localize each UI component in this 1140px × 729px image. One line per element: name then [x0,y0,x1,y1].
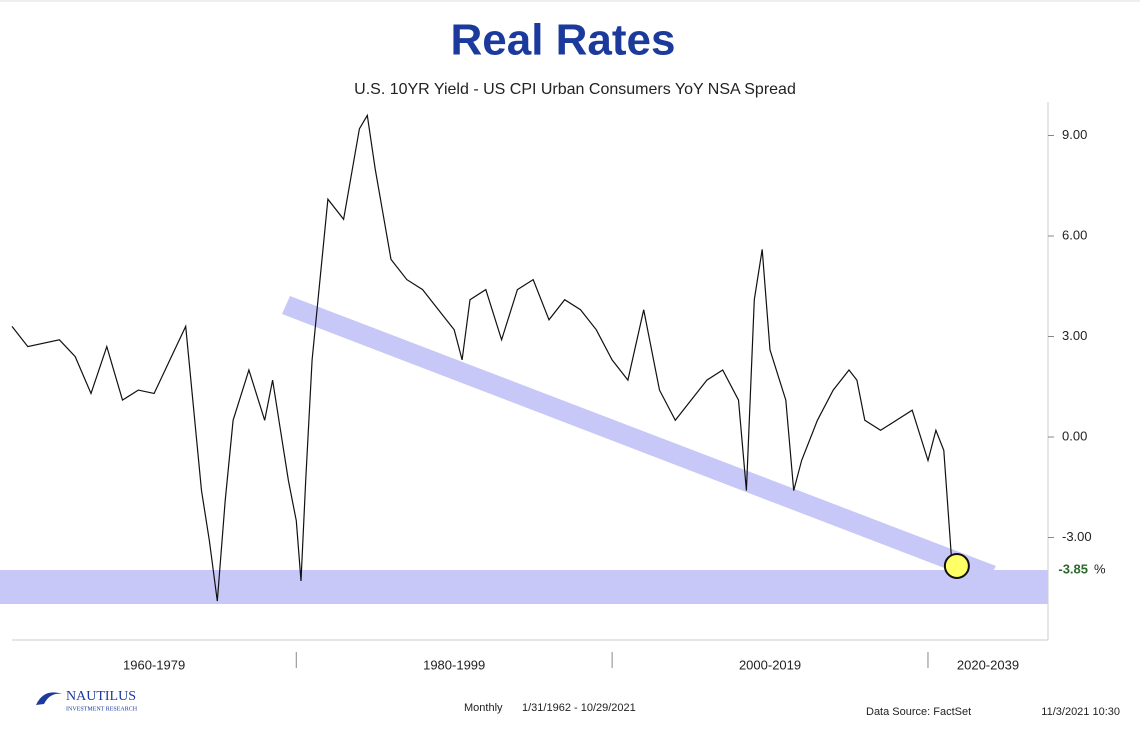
last-point-highlight [943,552,970,579]
logo-icon [36,692,62,705]
y-tick-label: 9.00 [1062,127,1087,142]
footer-range: 1/31/1962 - 10/29/2021 [522,702,636,714]
footer-frequency: Monthly [464,702,503,714]
x-period-label: 2020-2039 [957,657,1019,672]
y-tick-label: 3.00 [1062,328,1087,343]
y-tick-label: -3.00 [1062,529,1092,544]
x-period-label: 1960-1979 [123,657,185,672]
last-value-label: -3.85 [1058,561,1088,576]
footer-timestamp: 11/3/2021 10:30 [1041,706,1120,718]
footer-source: Data Source: FactSet [866,706,971,718]
trend-band [282,296,996,584]
y-tick-label: 6.00 [1062,227,1087,242]
floor-band [0,570,1048,604]
x-period-label: 1980-1999 [423,657,485,672]
line-series [11,113,958,602]
x-period-label: 2000-2019 [739,657,801,672]
y-tick-label: 0.00 [1062,428,1087,443]
logo-name: NAUTILUS [66,689,136,704]
unit-label: % [1094,561,1106,576]
chart-title: Real Rates [450,16,675,65]
chart-subtitle: U.S. 10YR Yield - US CPI Urban Consumers… [354,81,796,98]
logo-tagline: INVESTMENT RESEARCH [66,706,138,712]
